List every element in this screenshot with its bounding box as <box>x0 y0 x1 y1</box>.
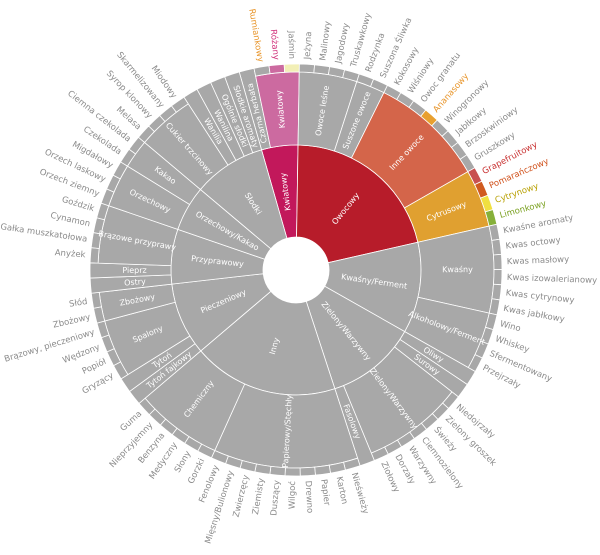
leaf-label: Słód <box>68 296 88 310</box>
leaf-label: Cynamon <box>49 211 91 230</box>
leaf-label: Słony <box>173 449 194 474</box>
sector <box>298 63 316 74</box>
leaf-label: Malinowy <box>318 21 333 62</box>
sector <box>314 464 331 476</box>
sector <box>299 466 316 477</box>
sector <box>224 71 263 154</box>
leaf-label: Kwas cytrynowy <box>505 288 575 305</box>
leaf-label: Zwierzęcy <box>232 474 252 518</box>
leaf-label: Ziemisty <box>251 477 267 515</box>
leaf-label: Jagodowy <box>334 22 352 65</box>
leaf-label: Rumiankowy <box>246 8 265 63</box>
sector <box>492 253 503 270</box>
leaf-label: Papier <box>318 479 331 507</box>
sector <box>491 283 502 301</box>
leaf-label: Różany <box>268 29 282 61</box>
leaf-label: Jeżyna <box>303 31 315 60</box>
sector-label: Papierowy/Stęchły <box>281 394 294 468</box>
leaf-label: Kwas izowalerianowy <box>507 273 598 286</box>
sector <box>313 64 331 76</box>
leaf-label: Anyżek <box>54 248 86 260</box>
leaf-label: Jaśmin <box>286 30 298 59</box>
leaf-label: Drewno <box>303 480 315 513</box>
leaf-label: Duszący <box>269 480 282 517</box>
sector-label: Ostry <box>124 277 147 288</box>
leaf-label: Wilgoć <box>287 481 298 510</box>
leaf-label: Gorzki <box>186 457 207 486</box>
leaf-label: Kwas octowy <box>505 236 561 252</box>
leaf-label: Wino <box>499 319 522 334</box>
leaf-label: Karton <box>334 476 350 506</box>
leaf-label: Goździk <box>60 195 95 214</box>
sector <box>283 63 300 73</box>
leaf-label: Kwas masłowy <box>507 255 570 267</box>
sector <box>493 269 503 286</box>
sector-label: Kwaśny <box>442 264 473 274</box>
sector-label: Kwiatowy <box>274 90 287 129</box>
leaf-label: Nieświeży <box>349 471 371 515</box>
sector <box>268 63 286 75</box>
sector <box>491 238 502 256</box>
sector <box>284 467 301 477</box>
leaf-label: Zbożowy <box>52 312 91 330</box>
sector-label: Pieprz <box>122 266 146 275</box>
sector <box>90 291 102 309</box>
sector <box>89 247 100 264</box>
